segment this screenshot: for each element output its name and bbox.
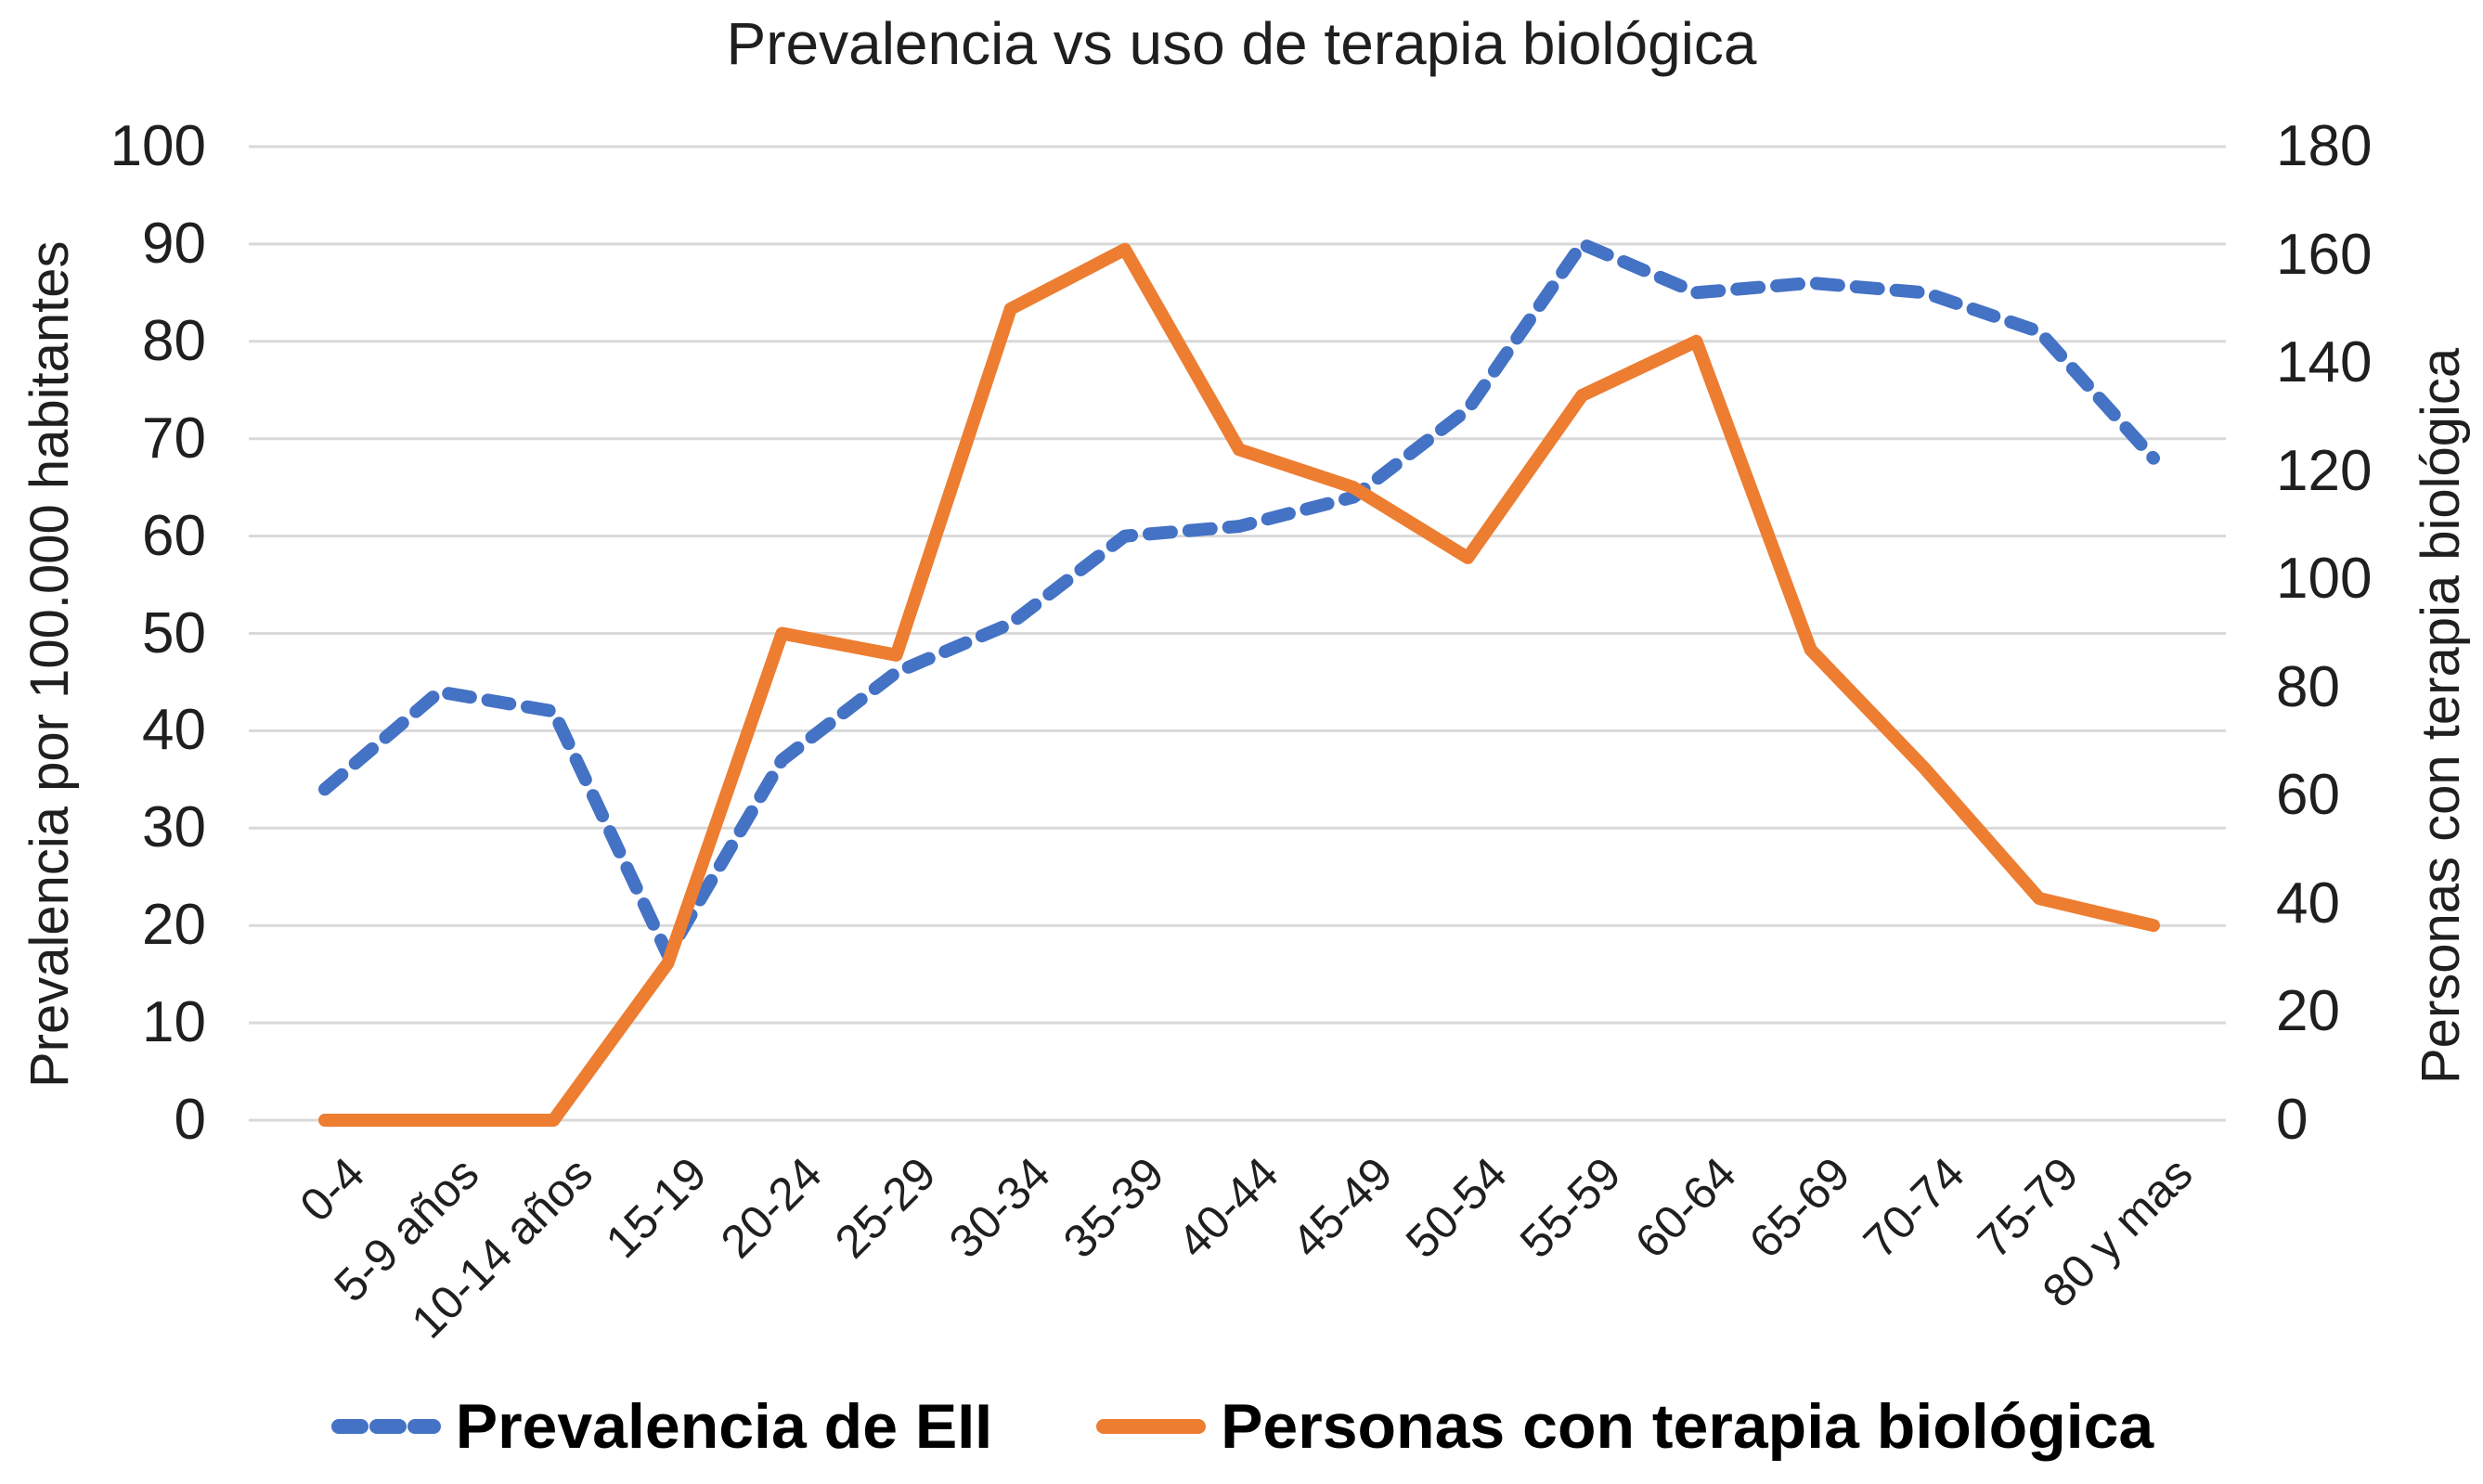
legend: Prevalencia de EII Personas con terapia b… [0, 1390, 2483, 1463]
right-axis-tick: 100 [2276, 547, 2373, 612]
left-axis-tick: 70 [142, 406, 206, 471]
left-axis-tick: 0 [174, 1088, 206, 1152]
left-axis-tick: 60 [142, 503, 206, 568]
right-axis-tick: 160 [2276, 222, 2373, 287]
right-axis-tick: 180 [2276, 114, 2373, 178]
left-axis-tick: 10 [142, 990, 206, 1055]
legend-swatch-dashed-icon [330, 1419, 441, 1434]
left-axis-tick: 100 [110, 114, 206, 178]
left-axis-tick: 50 [142, 600, 206, 665]
right-axis-tick: 20 [2276, 979, 2340, 1044]
series-line-right [318, 242, 2160, 1127]
left-axis-tick: 30 [142, 795, 206, 860]
left-axis-tick: 80 [142, 308, 206, 373]
left-axis-tick: 20 [142, 893, 206, 958]
right-axis-tick: 80 [2276, 654, 2340, 719]
legend-item: Prevalencia de EII [330, 1390, 992, 1463]
left-axis-tick: 40 [142, 698, 206, 763]
chart-title: Prevalencia vs uso de terapia biológica [726, 10, 1757, 77]
legend-label: Prevalencia de EII [455, 1391, 993, 1462]
legend-item: Personas con terapia biológica [1094, 1390, 2153, 1463]
right-axis-tick: 140 [2276, 330, 2373, 395]
left-axis-tick: 90 [142, 211, 206, 276]
right-axis-tick: 60 [2276, 763, 2340, 828]
legend-label: Personas con terapia biológica [1221, 1391, 2154, 1462]
right-axis-tick: 40 [2276, 871, 2340, 936]
series-line-left [318, 237, 2160, 961]
right-axis-tick: 0 [2276, 1088, 2308, 1152]
legend-swatch-solid-icon [1096, 1419, 1207, 1434]
right-axis-tick: 120 [2276, 438, 2373, 503]
